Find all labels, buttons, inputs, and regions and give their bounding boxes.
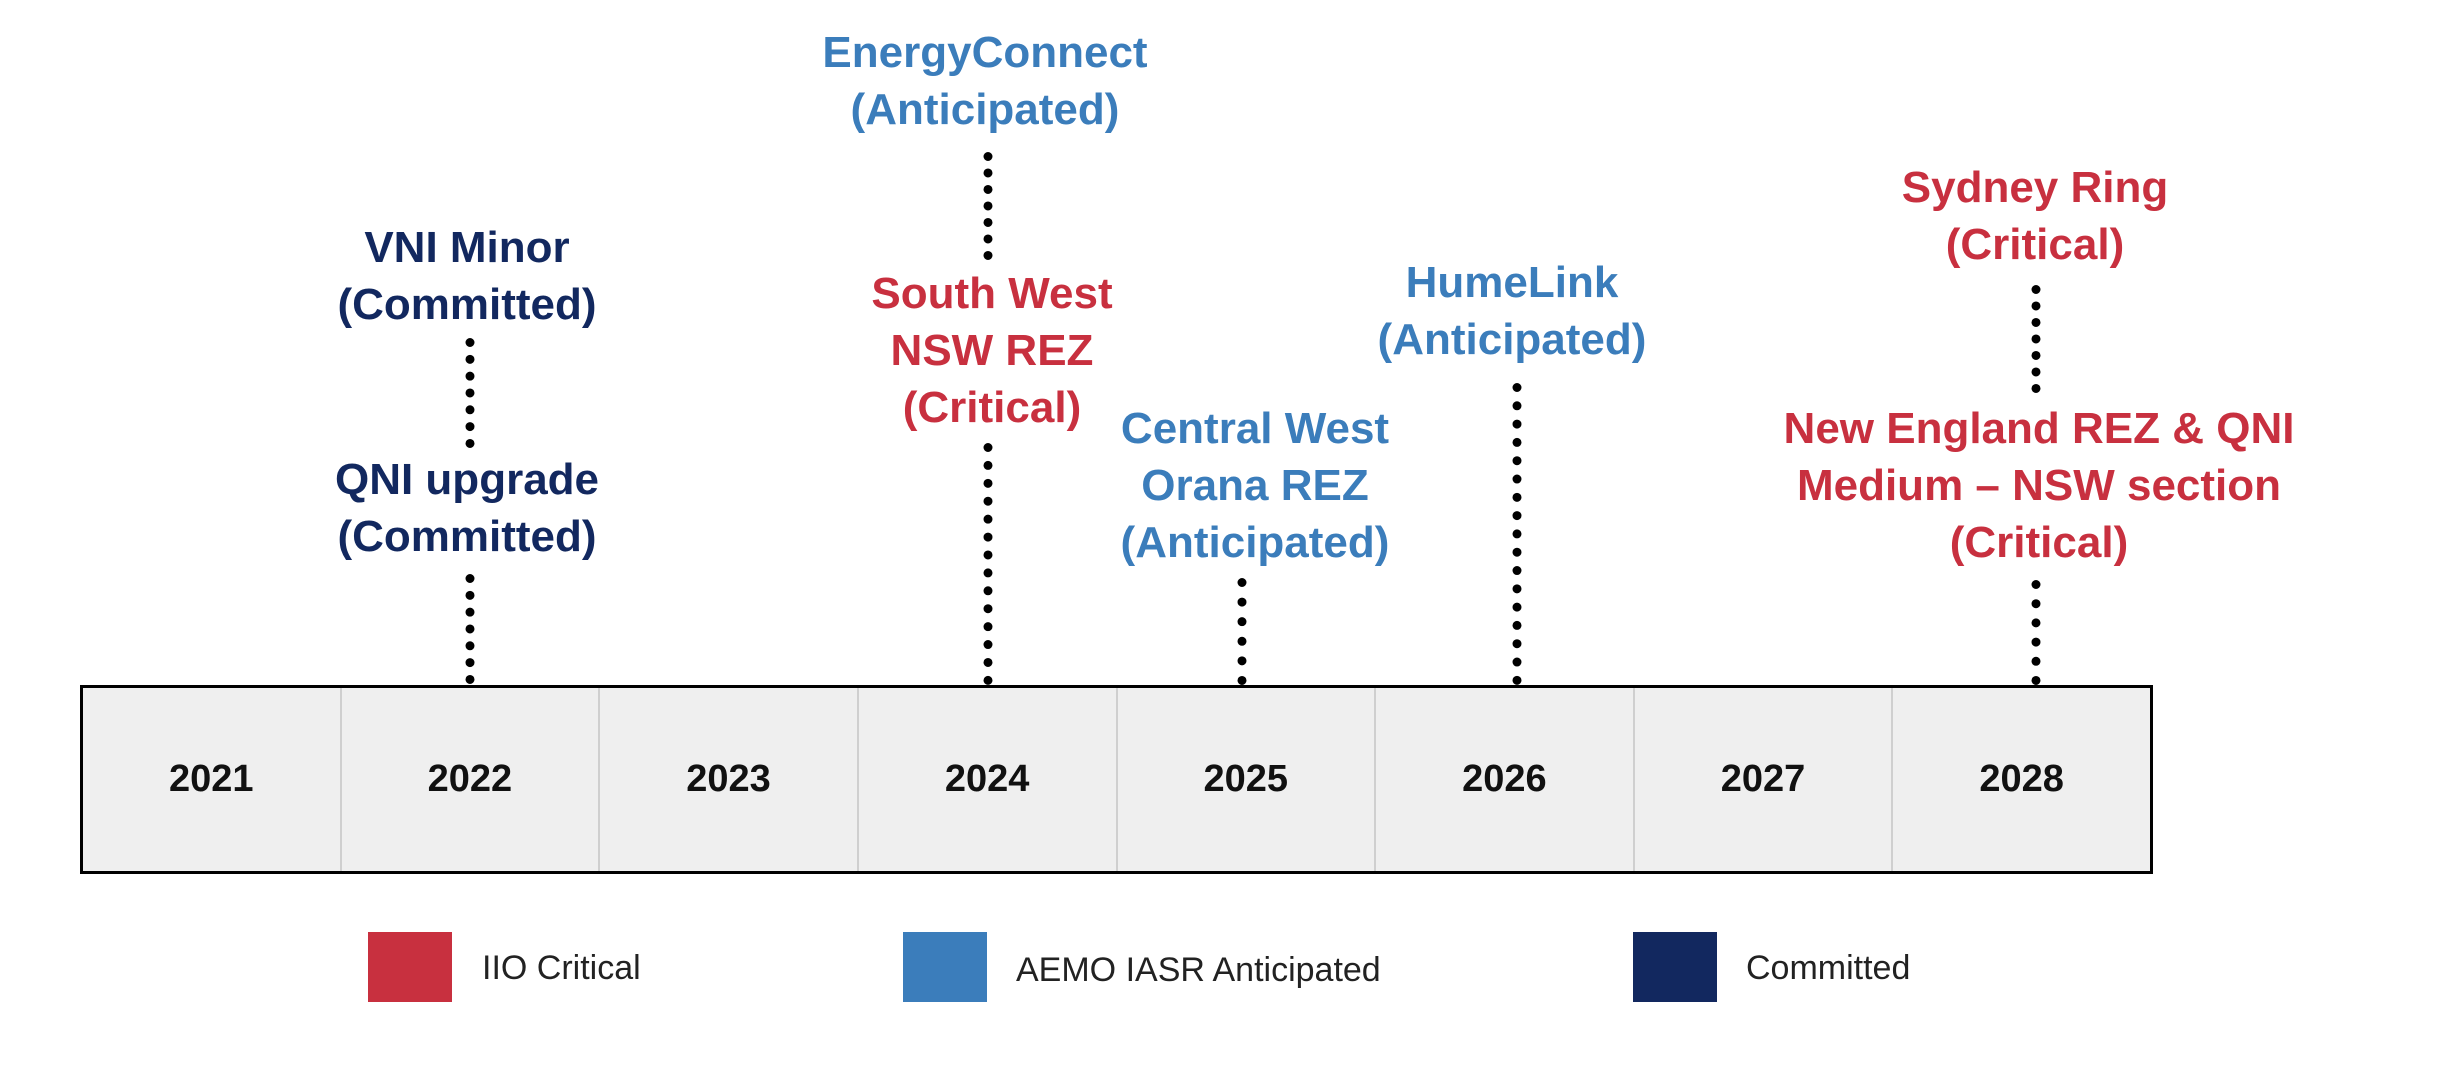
- legend-anticipated-label: AEMO IASR Anticipated: [1016, 951, 1381, 989]
- south-west-nsw-rez-label: South West NSW REZ (Critical): [871, 269, 1113, 432]
- sydney-ring-label: Sydney Ring (Critical): [1901, 163, 2169, 269]
- humelink-connector: [1512, 383, 1522, 685]
- new-england-rez-qni-connector: [2031, 580, 2041, 685]
- new-england-rez-qni-label: New England REZ & QNI Medium – NSW secti…: [1783, 404, 2295, 567]
- year-2028: 2028: [1891, 688, 2150, 871]
- central-west-orana-rez-connector: [1237, 578, 1247, 685]
- legend-critical-swatch: [368, 932, 452, 1002]
- year-2027: 2027: [1632, 688, 1892, 871]
- legend-anticipated-swatch: [903, 932, 987, 1002]
- humelink-label: HumeLink (Anticipated): [1377, 258, 1647, 364]
- legend-critical-label: IIO Critical: [482, 949, 641, 987]
- year-2024: 2024: [856, 688, 1116, 871]
- vni-minor-connector: [465, 338, 475, 448]
- year-2022: 2022: [339, 688, 599, 871]
- qni-upgrade-label: QNI upgrade (Committed): [334, 455, 600, 561]
- central-west-orana-rez-label: Central West Orana REZ (Anticipated): [1120, 404, 1390, 567]
- qni-upgrade-connector: [465, 574, 475, 684]
- timeline-bar: 2021 2022 2023 2024 2025 2026 2027 2028: [80, 685, 2153, 874]
- sydney-ring-connector: [2031, 285, 2041, 393]
- legend-committed-swatch: [1633, 932, 1717, 1002]
- year-2025: 2025: [1115, 688, 1375, 871]
- energyconnect-connector: [983, 152, 993, 260]
- year-2026: 2026: [1374, 688, 1633, 871]
- vni-minor-label: VNI Minor (Committed): [337, 223, 597, 329]
- year-2021: 2021: [169, 758, 254, 800]
- legend-committed-label: Committed: [1746, 949, 1911, 987]
- south-west-nsw-rez-connector: [983, 443, 993, 685]
- energyconnect-label: EnergyConnect (Anticipated): [822, 28, 1148, 134]
- year-2023: 2023: [598, 688, 857, 871]
